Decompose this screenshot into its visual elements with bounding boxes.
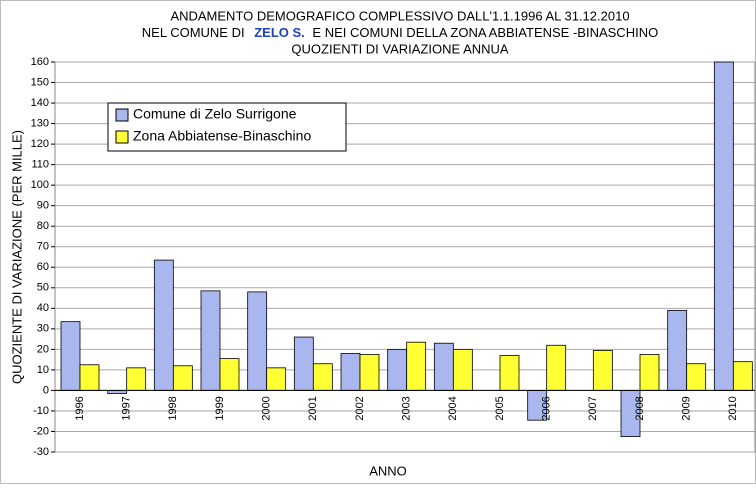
x-tick-label: 2002: [354, 396, 366, 420]
legend-swatch: [115, 130, 129, 144]
y-tick-label: 80: [37, 220, 49, 232]
title-line3: QUOZIENTI DI VARIAZIONE ANNUA: [291, 41, 509, 56]
y-tick-label: 140: [31, 97, 49, 109]
bar: [340, 353, 361, 391]
bar: [126, 367, 147, 391]
bar: [667, 309, 688, 391]
bar: [247, 291, 268, 391]
title-line2: NEL COMUNE DI ZELO S. E NEI COMUNI DELLA…: [142, 25, 658, 40]
bar: [79, 364, 100, 391]
x-tick-label: 2007: [587, 396, 599, 420]
bar: [200, 290, 221, 391]
x-tick-label: 2001: [307, 396, 319, 420]
x-tick-label: 2000: [261, 396, 273, 420]
y-tick-label: 0: [43, 384, 49, 396]
title-highlight: ZELO S.: [254, 25, 305, 40]
bar: [266, 367, 287, 391]
y-tick-label: 40: [37, 302, 49, 314]
y-tick-label: 70: [37, 241, 49, 253]
bar: [713, 61, 734, 391]
legend-box: [107, 102, 347, 152]
x-tick-label: 2005: [494, 396, 506, 420]
bar: [592, 349, 613, 391]
y-axis-label: QUOZIENTE DI VARIAZIONE (PER MILLE): [9, 130, 24, 384]
bar: [312, 363, 333, 391]
x-tick-label: 1998: [167, 396, 179, 420]
x-tick-label: 2004: [447, 396, 459, 420]
y-tick-label: 120: [31, 138, 49, 150]
bar: [499, 355, 520, 391]
y-tick-label: 30: [37, 323, 49, 335]
bar: [60, 321, 81, 391]
x-tick-label: 2003: [401, 396, 413, 420]
y-tick-label: 10: [37, 364, 49, 376]
bar: [433, 342, 454, 391]
x-axis-label: ANNO: [369, 463, 407, 478]
bar: [639, 354, 660, 391]
legend-label: Zona Abbiatense-Binaschino: [133, 128, 311, 144]
y-tick-label: 160: [31, 56, 49, 68]
x-tick-label: 2008: [634, 396, 646, 420]
x-tick-label: 2009: [681, 396, 693, 420]
bar: [219, 358, 240, 391]
x-tick-label: 1997: [121, 396, 133, 420]
y-tick-label: 90: [37, 200, 49, 212]
legend-label: Comune di Zelo Surrigone: [133, 106, 297, 122]
bar: [686, 363, 707, 391]
y-tick-label: 50: [37, 282, 49, 294]
y-tick-label: -10: [33, 405, 49, 417]
bar: [732, 361, 753, 391]
y-tick-label: -30: [33, 446, 49, 458]
bar: [172, 365, 193, 391]
legend: Comune di Zelo Surrigone Zona Abbiatense-…: [107, 102, 347, 152]
title-line1: ANDAMENTO DEMOGRAFICO COMPLESSIVO DALL'1…: [170, 8, 629, 23]
y-tick-label: 60: [37, 261, 49, 273]
bar: [359, 354, 380, 391]
x-tick-label: 1996: [74, 396, 86, 420]
y-tick-label: -20: [33, 425, 49, 437]
title-part: E NEI COMUNI DELLA ZONA ABBIATENSE -BINA…: [312, 25, 658, 40]
bar: [293, 336, 314, 391]
bar: [406, 341, 427, 391]
x-tick-label: 1999: [214, 396, 226, 420]
y-tick-label: 20: [37, 343, 49, 355]
bar: [452, 348, 473, 391]
y-tick-label: 110: [31, 159, 49, 171]
y-tick-label: 150: [31, 76, 49, 88]
title-part: NEL COMUNE DI: [142, 25, 245, 40]
legend-swatch: [115, 108, 129, 122]
bar: [546, 344, 567, 391]
bar: [387, 348, 408, 391]
y-tick-label: 130: [31, 117, 49, 129]
x-tick-label: 2006: [541, 396, 553, 420]
x-tick-label: 2010: [727, 396, 739, 420]
y-tick-label: 100: [31, 179, 49, 191]
bar: [153, 259, 174, 391]
